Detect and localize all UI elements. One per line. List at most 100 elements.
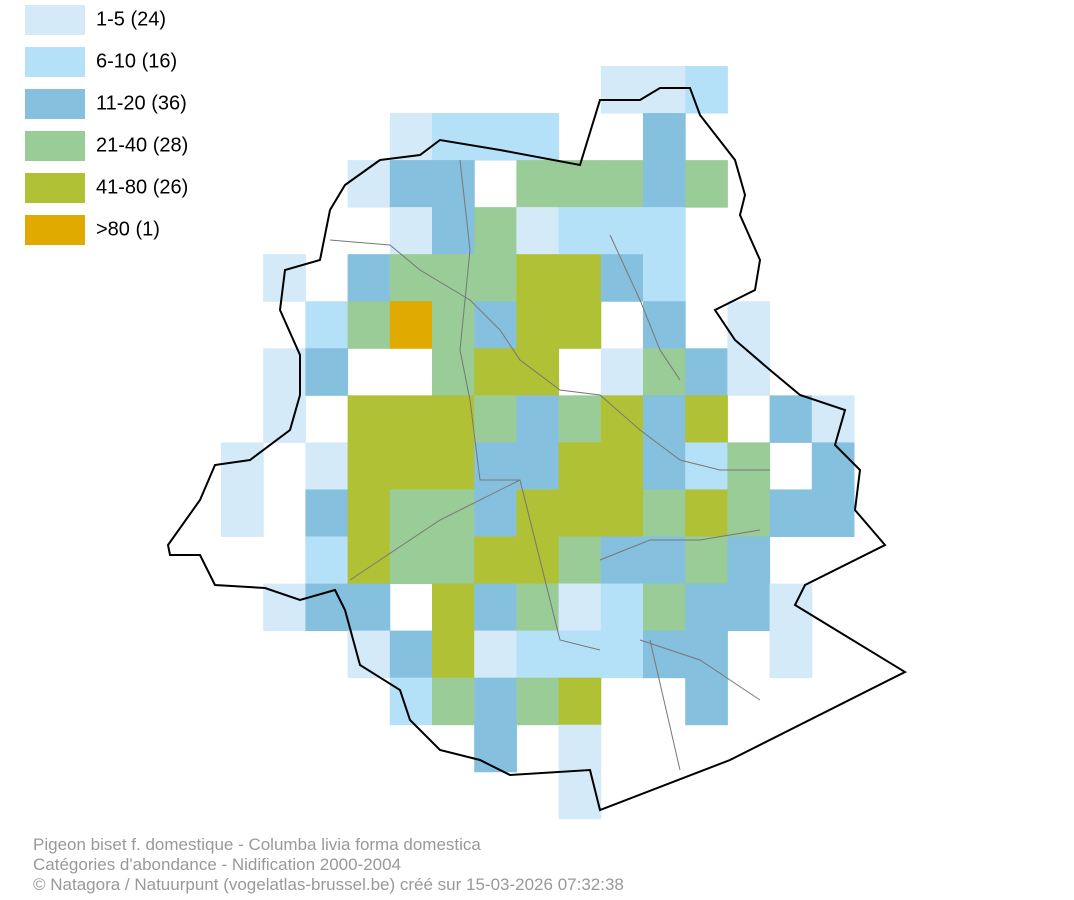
legend-label: 11-20 (36) xyxy=(96,92,187,114)
grid-cell xyxy=(685,395,728,443)
grid-cell xyxy=(263,583,306,632)
grid-cell xyxy=(347,395,391,443)
grid-cell xyxy=(305,348,349,396)
grid-cell xyxy=(727,301,771,349)
grid-cell xyxy=(516,442,560,490)
grid-cell xyxy=(558,442,602,490)
grid-cell xyxy=(474,583,517,632)
grid-cell xyxy=(643,160,686,208)
grid-cell xyxy=(221,442,264,490)
grid-cell xyxy=(811,395,855,443)
grid-cell xyxy=(558,207,602,255)
grid-cell xyxy=(432,254,475,302)
grid-cell xyxy=(474,207,517,255)
grid-cell xyxy=(643,536,686,585)
grid-cell xyxy=(347,254,391,302)
legend-swatch xyxy=(25,89,85,119)
grid-cell xyxy=(727,442,771,490)
grid-cell xyxy=(347,536,391,585)
grid-cell xyxy=(600,207,644,255)
grid-cell xyxy=(516,489,560,537)
grid-cell xyxy=(769,489,813,537)
grid-cell xyxy=(600,442,644,490)
grid-cell xyxy=(600,66,644,114)
grid-cell xyxy=(432,677,475,726)
legend-swatch xyxy=(25,215,85,245)
grid-cell xyxy=(474,113,517,161)
grid-cell xyxy=(347,301,391,349)
grid-cell xyxy=(263,348,306,396)
grid-cell xyxy=(558,536,602,585)
grid-cell xyxy=(769,583,813,632)
grid-cell xyxy=(558,724,602,773)
grid-cell xyxy=(643,395,686,443)
grid-cell xyxy=(558,771,602,820)
grid-cell xyxy=(558,254,602,302)
grid-cell xyxy=(600,630,644,679)
grid-cell xyxy=(685,630,728,679)
grid-cell xyxy=(685,536,728,585)
grid-cell xyxy=(432,395,475,443)
grid-cell xyxy=(643,113,686,161)
grid-cell xyxy=(432,442,475,490)
grid-cell xyxy=(600,489,644,537)
grid-cell xyxy=(516,536,560,585)
grid-cell xyxy=(305,536,349,585)
grid-cell xyxy=(305,301,349,349)
grid-cell xyxy=(811,442,855,490)
grid-cell xyxy=(389,630,433,679)
grid-cell xyxy=(516,348,560,396)
legend-swatch xyxy=(25,47,85,77)
grid-cell xyxy=(643,489,686,537)
grid-cell xyxy=(558,630,602,679)
footer-text: © Natagora / Natuurpunt (vogelatlas-brus… xyxy=(33,875,624,894)
grid-cell xyxy=(643,301,686,349)
grid-cell xyxy=(432,630,475,679)
grid-cell xyxy=(558,677,602,726)
grid-cell xyxy=(685,583,728,632)
grid-cell xyxy=(516,207,560,255)
grid-cell xyxy=(474,442,517,490)
grid-cell xyxy=(558,489,602,537)
grid-cell xyxy=(516,301,560,349)
grid-cell xyxy=(685,66,728,114)
grid-cell xyxy=(305,583,349,632)
grid-cell xyxy=(685,677,728,726)
grid-cell xyxy=(516,254,560,302)
legend-swatch xyxy=(25,131,85,161)
grid-cell xyxy=(389,301,433,349)
footer-text: Pigeon biset f. domestique - Columba liv… xyxy=(33,835,481,854)
grid-cell xyxy=(389,207,433,255)
grid-cell xyxy=(643,630,686,679)
grid-cell xyxy=(432,536,475,585)
grid-cell xyxy=(432,160,475,208)
grid-cell xyxy=(643,66,686,114)
grid-cell xyxy=(305,489,349,537)
grid-cell xyxy=(516,395,560,443)
grid-cell xyxy=(221,489,264,537)
grid-cell xyxy=(769,395,813,443)
grid-cell xyxy=(347,442,391,490)
grid-cell xyxy=(769,630,813,679)
legend-label: >80 (1) xyxy=(96,218,160,240)
grid-cell xyxy=(474,677,517,726)
grid-cell xyxy=(727,348,771,396)
grid-cell xyxy=(432,113,475,161)
footer-text: Catégories d'abondance - Nidification 20… xyxy=(33,855,401,874)
grid-cell xyxy=(389,395,433,443)
grid-cell xyxy=(516,583,560,632)
grid-cell xyxy=(474,348,517,396)
grid-cell xyxy=(516,630,560,679)
grid-cell xyxy=(558,395,602,443)
grid-cell xyxy=(389,442,433,490)
grid-cell xyxy=(263,395,306,443)
grid-cell xyxy=(600,583,644,632)
grid-cell xyxy=(643,442,686,490)
grid-cell xyxy=(516,160,560,208)
grid-cell xyxy=(558,301,602,349)
legend-swatch xyxy=(25,5,85,35)
grid-cell xyxy=(474,724,517,773)
grid-cell xyxy=(727,583,771,632)
grid-cell xyxy=(685,160,728,208)
